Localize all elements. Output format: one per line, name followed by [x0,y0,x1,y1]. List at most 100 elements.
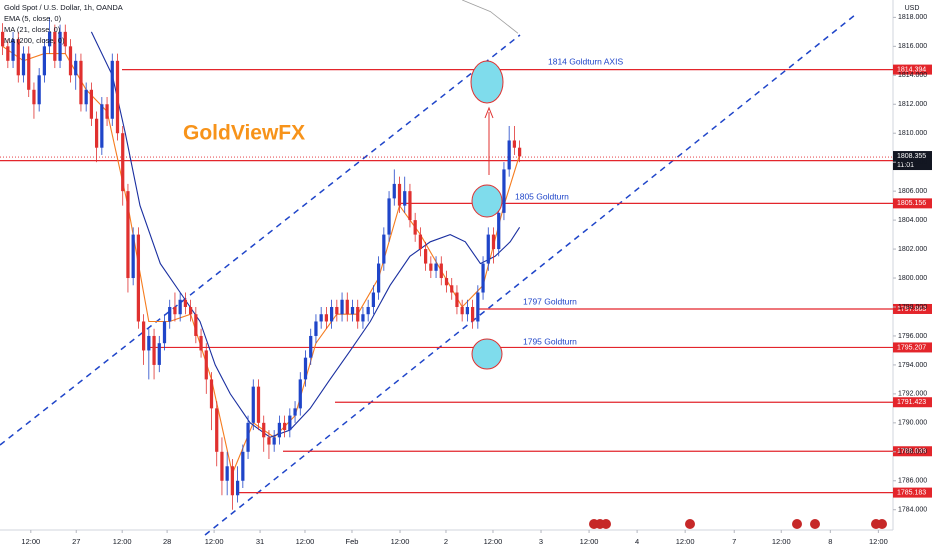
highlight-circle [471,184,503,218]
x-tick-label: 3 [539,537,543,546]
candle-body [277,422,282,438]
y-tick-label: 1804.000 [898,217,927,224]
candle-body [178,299,182,315]
event-flag[interactable] [877,519,887,529]
candle-body [439,263,443,279]
candle-body [303,357,308,380]
candle-body [6,46,10,61]
event-flag[interactable] [685,519,695,529]
candle-body [162,321,167,344]
candle-body [387,198,391,235]
candle-body [382,234,386,264]
y-tick-label: 1784.000 [898,507,927,514]
candle-body [319,314,323,322]
candle-body [502,169,506,213]
candle-body [444,278,449,286]
candle-body [194,314,198,336]
candle-body [465,306,470,315]
level-note: 1797 Goldturn [523,296,577,306]
level-label-box [893,64,932,75]
candle-body [434,263,438,271]
candle-body [74,60,78,76]
candle-body [63,31,67,47]
candle-body [272,437,276,445]
watermark: GoldViewFX [183,122,305,145]
candle-body [183,299,188,307]
candle-body [230,466,235,496]
candle-body [429,263,433,271]
candle-body [141,321,146,351]
y-tick-label: 1802.000 [898,246,927,253]
event-flag[interactable] [601,519,611,529]
level-note: 1814 Goldturn AXIS [548,56,623,66]
legend-entry: MA (200, close, 0) [4,36,65,45]
candle-body [507,140,511,170]
candle-body [366,306,370,315]
candle-body [89,89,94,119]
candle-body [267,437,271,445]
candle-body [204,350,208,380]
candle-body [115,60,120,134]
highlight-circle [470,60,504,104]
candle-body [251,386,255,423]
level-label: 1785.183 [897,489,926,496]
y-tick-label: 1790.000 [898,420,927,427]
candle-body [476,292,480,322]
level-label: 1788.038 [897,448,926,455]
x-tick-label: 2 [444,537,448,546]
x-tick-label: 12:00 [772,537,791,546]
candle-body [470,306,475,322]
candle-body [121,133,125,192]
candle-body [356,306,360,322]
candle-body [486,234,490,264]
legend-entry: EMA (5, close, 0) [4,14,62,23]
y-tick-label: 1794.000 [898,362,927,369]
candle-body [293,408,297,416]
candle-body [0,31,5,47]
candle-body [340,299,344,315]
candle-body [152,335,156,365]
candle-body [21,53,26,76]
event-flag[interactable] [810,519,820,529]
x-tick-label: 7 [732,537,736,546]
candle-body [136,234,141,322]
candle-body [53,31,57,61]
candle-body [37,75,41,105]
candle-body [173,306,177,315]
arrow-head [484,106,494,119]
last-price-label: 1808.355 [897,153,926,160]
highlight-circle [471,338,503,370]
candle-body [100,104,104,148]
event-flag[interactable] [792,519,802,529]
level-label-box [893,446,932,457]
x-tick-label: 31 [256,537,264,546]
candle-body [110,60,114,119]
candle-body [11,39,15,61]
y-tick-label: 1796.000 [898,333,927,340]
candle-body [16,39,20,76]
candle-body [517,147,522,157]
candle-body [235,480,240,496]
candle-body [481,263,485,293]
y-tick-label: 1800.000 [898,275,927,282]
x-tick-label: 12:00 [484,537,503,546]
candle-body [256,386,261,423]
candle-body [460,306,464,315]
candle-body [32,89,36,105]
candle-body [47,31,52,47]
x-tick-label: 12:00 [113,537,132,546]
candle-body [220,451,224,481]
x-tick-label: 12:00 [580,537,599,546]
candle-body [450,285,454,293]
candle-body [209,379,214,409]
candle-body [309,335,313,358]
candle-body [392,183,396,199]
candle-body [491,234,496,250]
level-label: 1791.423 [897,399,926,406]
x-tick-label: 12:00 [391,537,410,546]
candle-body [126,191,130,279]
candle-body [246,422,250,452]
currency: USD [905,5,920,12]
level-note: 1795 Goldturn [523,336,577,346]
